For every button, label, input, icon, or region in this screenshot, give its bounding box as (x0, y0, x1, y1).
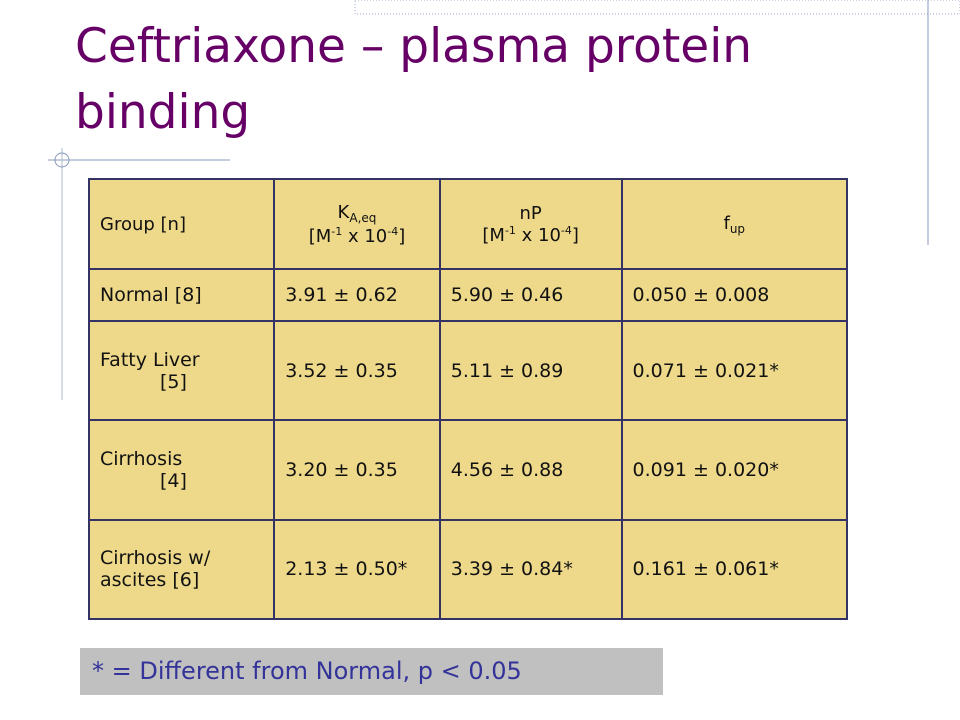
group-line: Cirrhosis (100, 447, 183, 470)
value-cell: 5.11 ± 0.89 (438, 319, 623, 422)
data-row: Fatty Liver [5] 3.52 ± 0.35 5.11 ± 0.89 0.07… (87, 319, 849, 422)
header-text: K (337, 201, 350, 223)
header-cell: nP [M-1 x 10-4] (438, 178, 623, 270)
supscript: -4 (560, 223, 572, 237)
group-cell: Normal [8] (87, 268, 276, 322)
supscript: -1 (331, 224, 343, 238)
subscript: up (729, 221, 746, 236)
data-row: Normal [8] 3.91 ± 0.62 5.90 ± 0.46 0.050 ± … (87, 268, 849, 322)
header-text: x 10 (515, 224, 561, 246)
supscript: -4 (387, 224, 399, 238)
header-text: ] (571, 224, 579, 246)
header-line: [M-1 x 10-4] (441, 224, 621, 246)
data-row: Cirrhosis w/ascites [6] 2.13 ± 0.50* 3.39 … (87, 518, 849, 621)
header-line: Group [n] (100, 214, 273, 235)
group-line: [5] (160, 370, 187, 393)
header-text: Group [n] (100, 213, 186, 235)
footnote: * = Different from Normal, p < 0.05 (80, 648, 663, 695)
value-cell: 0.161 ± 0.061* (620, 518, 849, 621)
value-cell: 3.52 ± 0.35 (273, 319, 441, 422)
group-line: Cirrhosis w/ (100, 547, 211, 570)
header-text: ] (398, 225, 406, 247)
header-cell: Group [n] (87, 178, 276, 270)
header-text: nP (519, 202, 542, 224)
header-text: [M (308, 225, 332, 247)
value-cell: 0.091 ± 0.020* (620, 419, 849, 521)
subscript: A,eq (349, 210, 377, 225)
rule-circle (54, 152, 70, 168)
dotted-band (354, 0, 960, 15)
header-line: [M-1 x 10-4] (275, 225, 439, 247)
group-line: Normal [8] (100, 283, 202, 306)
value-cell: 2.13 ± 0.50* (273, 518, 441, 621)
value-cell: 5.90 ± 0.46 (438, 268, 623, 322)
group-line: ascites [6] (100, 569, 200, 592)
group-line: [4] (160, 469, 187, 492)
group-cell: Fatty Liver [5] (87, 319, 276, 422)
title: Ceftriaxone – plasma protein binding (75, 19, 753, 140)
header-text: f (723, 212, 730, 234)
value-cell: 3.39 ± 0.84* (438, 518, 623, 621)
header-row: Group [n] KA,eq [M-1 x 10-4] nP [M-1 x 10-4]… (87, 178, 849, 270)
header-cell: KA,eq [M-1 x 10-4] (273, 178, 441, 270)
value-cell: 4.56 ± 0.88 (438, 419, 623, 521)
value-cell: 3.91 ± 0.62 (273, 268, 441, 322)
supscript: -1 (504, 223, 516, 237)
group-line: Fatty Liver (100, 348, 200, 371)
value-cell: 0.071 ± 0.021* (620, 319, 849, 422)
header-text: x 10 (342, 225, 388, 247)
group-cell: Cirrhosis w/ascites [6] (87, 518, 276, 621)
value-cell: 3.20 ± 0.35 (273, 419, 441, 521)
table: Group [n] KA,eq [M-1 x 10-4] nP [M-1 x 10-4]… (87, 178, 849, 621)
header-line: nP (441, 203, 621, 224)
header-text: [M (482, 224, 505, 246)
header-cell: fup (620, 178, 849, 270)
data-row: Cirrhosis [4] 3.20 ± 0.35 4.56 ± 0.88 0.091 … (87, 419, 849, 521)
group-cell: Cirrhosis [4] (87, 419, 276, 521)
header-line: fup (623, 213, 846, 236)
header-line: KA,eq (275, 202, 439, 225)
value-cell: 0.050 ± 0.008 (620, 268, 849, 322)
